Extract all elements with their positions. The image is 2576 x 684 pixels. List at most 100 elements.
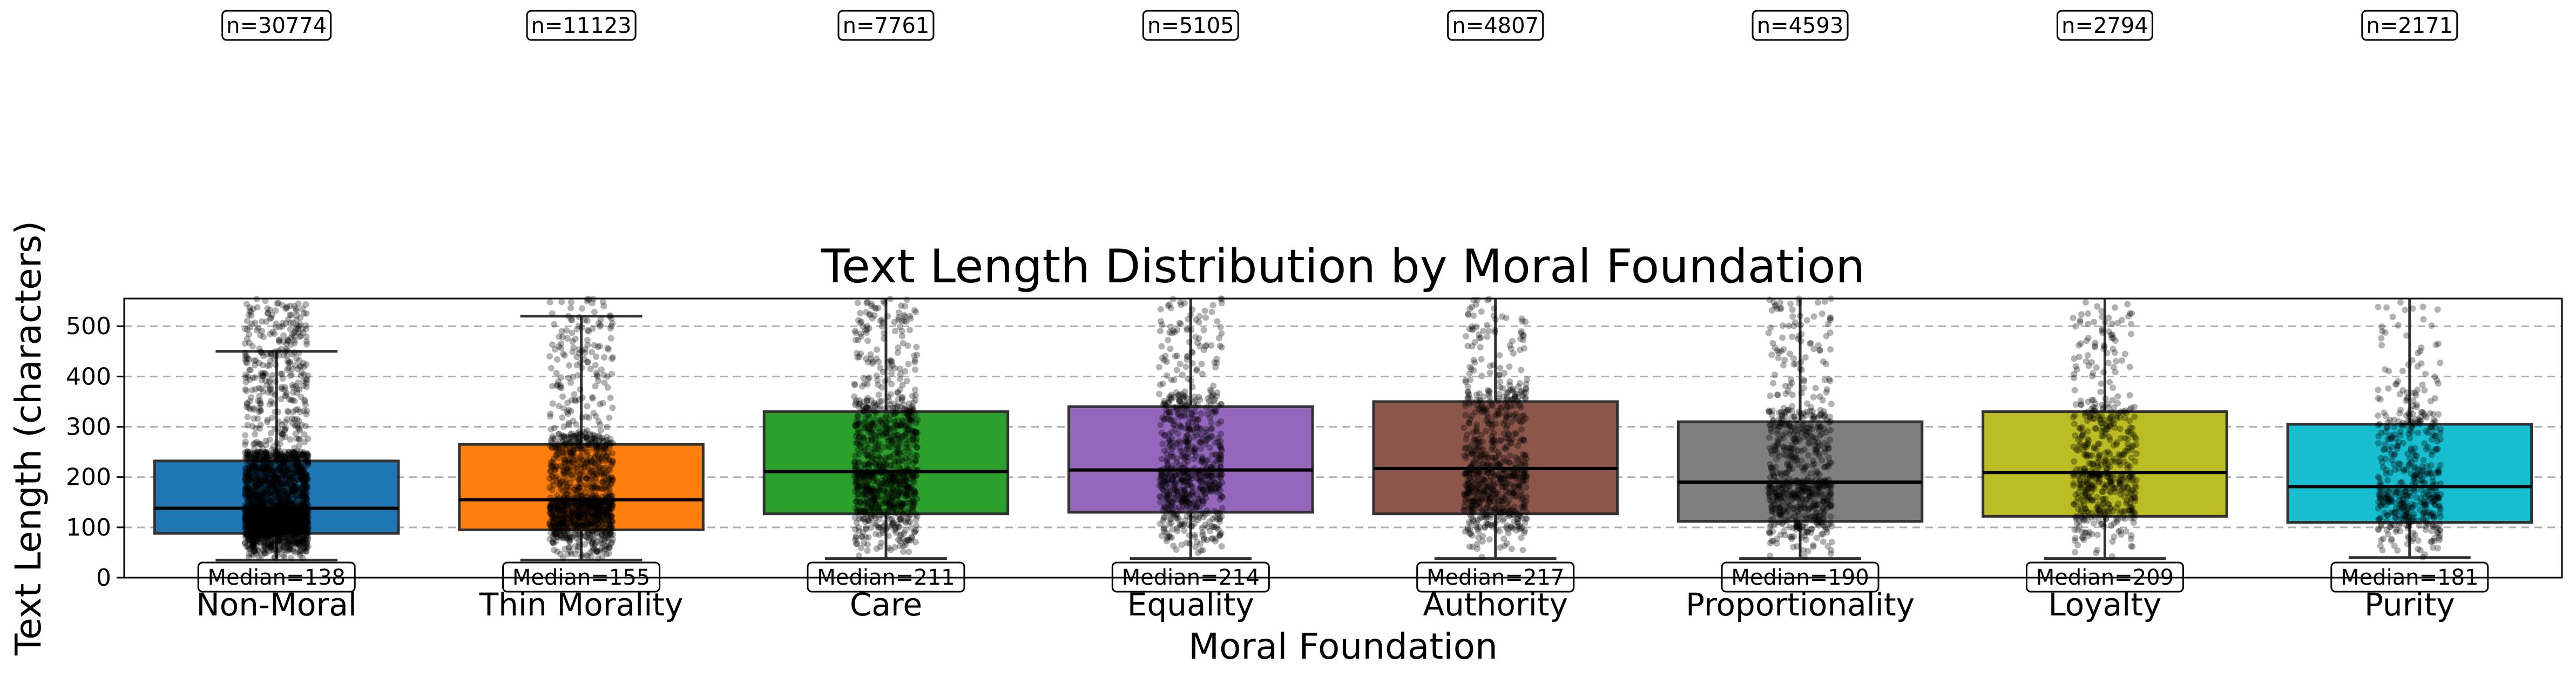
data-point — [304, 458, 311, 465]
data-point — [275, 487, 282, 495]
data-point — [246, 526, 253, 533]
data-point — [907, 315, 914, 322]
data-point — [568, 509, 575, 516]
data-point — [248, 512, 255, 519]
data-point — [252, 483, 259, 490]
data-point — [856, 397, 863, 404]
iqr-box — [2286, 423, 2533, 524]
data-point — [287, 524, 294, 531]
data-point — [288, 371, 295, 378]
data-point — [592, 383, 599, 390]
data-point — [252, 431, 259, 438]
data-point — [284, 408, 291, 415]
data-point — [889, 433, 896, 440]
box-equality — [1067, 299, 1314, 560]
data-point — [286, 475, 293, 482]
data-point — [302, 423, 309, 430]
data-point — [559, 334, 566, 340]
data-point — [292, 532, 299, 539]
data-point — [287, 358, 294, 365]
data-point — [259, 445, 266, 452]
data-point — [296, 322, 303, 329]
data-point — [248, 509, 255, 516]
data-point — [871, 416, 878, 423]
data-point — [589, 527, 596, 534]
data-point — [253, 517, 260, 523]
data-point — [300, 514, 307, 522]
data-point — [855, 527, 862, 534]
data-point — [278, 497, 285, 504]
data-point — [857, 310, 864, 317]
data-point — [244, 414, 251, 421]
data-point — [247, 486, 254, 493]
data-point — [265, 460, 272, 468]
data-point — [1217, 323, 1224, 330]
data-point — [269, 523, 276, 530]
data-point — [901, 530, 908, 537]
data-point — [571, 530, 578, 537]
data-point — [903, 466, 910, 473]
data-point — [566, 362, 573, 369]
data-point — [606, 527, 613, 534]
data-point — [295, 548, 302, 555]
data-point — [589, 395, 596, 402]
data-point — [283, 346, 290, 353]
data-point — [280, 352, 287, 359]
data-point — [262, 469, 268, 476]
data-point — [279, 529, 286, 536]
data-point — [283, 538, 290, 545]
data-point — [272, 527, 279, 534]
data-point — [860, 374, 867, 381]
data-point — [607, 395, 614, 401]
data-point — [295, 450, 302, 457]
data-point — [559, 477, 566, 484]
data-point — [300, 467, 307, 474]
data-point — [895, 344, 902, 351]
data-point — [298, 504, 305, 511]
data-point — [853, 498, 860, 505]
data-point — [256, 472, 263, 479]
data-point — [256, 425, 263, 432]
data-point — [260, 512, 267, 519]
data-point — [570, 446, 577, 453]
data-point — [911, 307, 918, 314]
data-point — [271, 547, 278, 554]
data-point — [263, 442, 270, 448]
data-point — [242, 326, 248, 333]
data-point — [270, 482, 277, 489]
data-point — [599, 465, 606, 472]
data-point — [272, 486, 279, 493]
data-point — [888, 358, 895, 365]
data-point — [291, 337, 298, 344]
count-annotation: n=4593 — [1752, 10, 1849, 41]
data-point — [863, 524, 870, 531]
data-point — [269, 510, 276, 517]
data-point — [294, 476, 301, 482]
count-label-box — [526, 10, 637, 41]
data-point — [855, 317, 862, 324]
data-point — [895, 492, 902, 499]
data-point — [305, 536, 312, 543]
data-point — [272, 425, 279, 432]
data-point — [268, 459, 274, 466]
data-point — [585, 414, 592, 421]
data-point — [898, 318, 905, 324]
data-point — [296, 435, 303, 442]
data-point — [290, 458, 297, 465]
count-label-box — [1142, 10, 1239, 41]
data-point — [874, 346, 880, 353]
data-point — [266, 517, 272, 524]
count-label: n=5105 — [1147, 13, 1234, 38]
data-point — [911, 358, 918, 365]
data-point — [254, 464, 261, 471]
data-point — [282, 499, 289, 506]
data-point — [246, 551, 253, 558]
data-point — [549, 400, 556, 407]
count-label-box — [1447, 10, 1544, 41]
data-point — [897, 371, 904, 378]
data-point — [286, 508, 293, 515]
iqr-box — [153, 459, 400, 535]
data-point — [276, 440, 283, 447]
data-point — [286, 453, 293, 460]
